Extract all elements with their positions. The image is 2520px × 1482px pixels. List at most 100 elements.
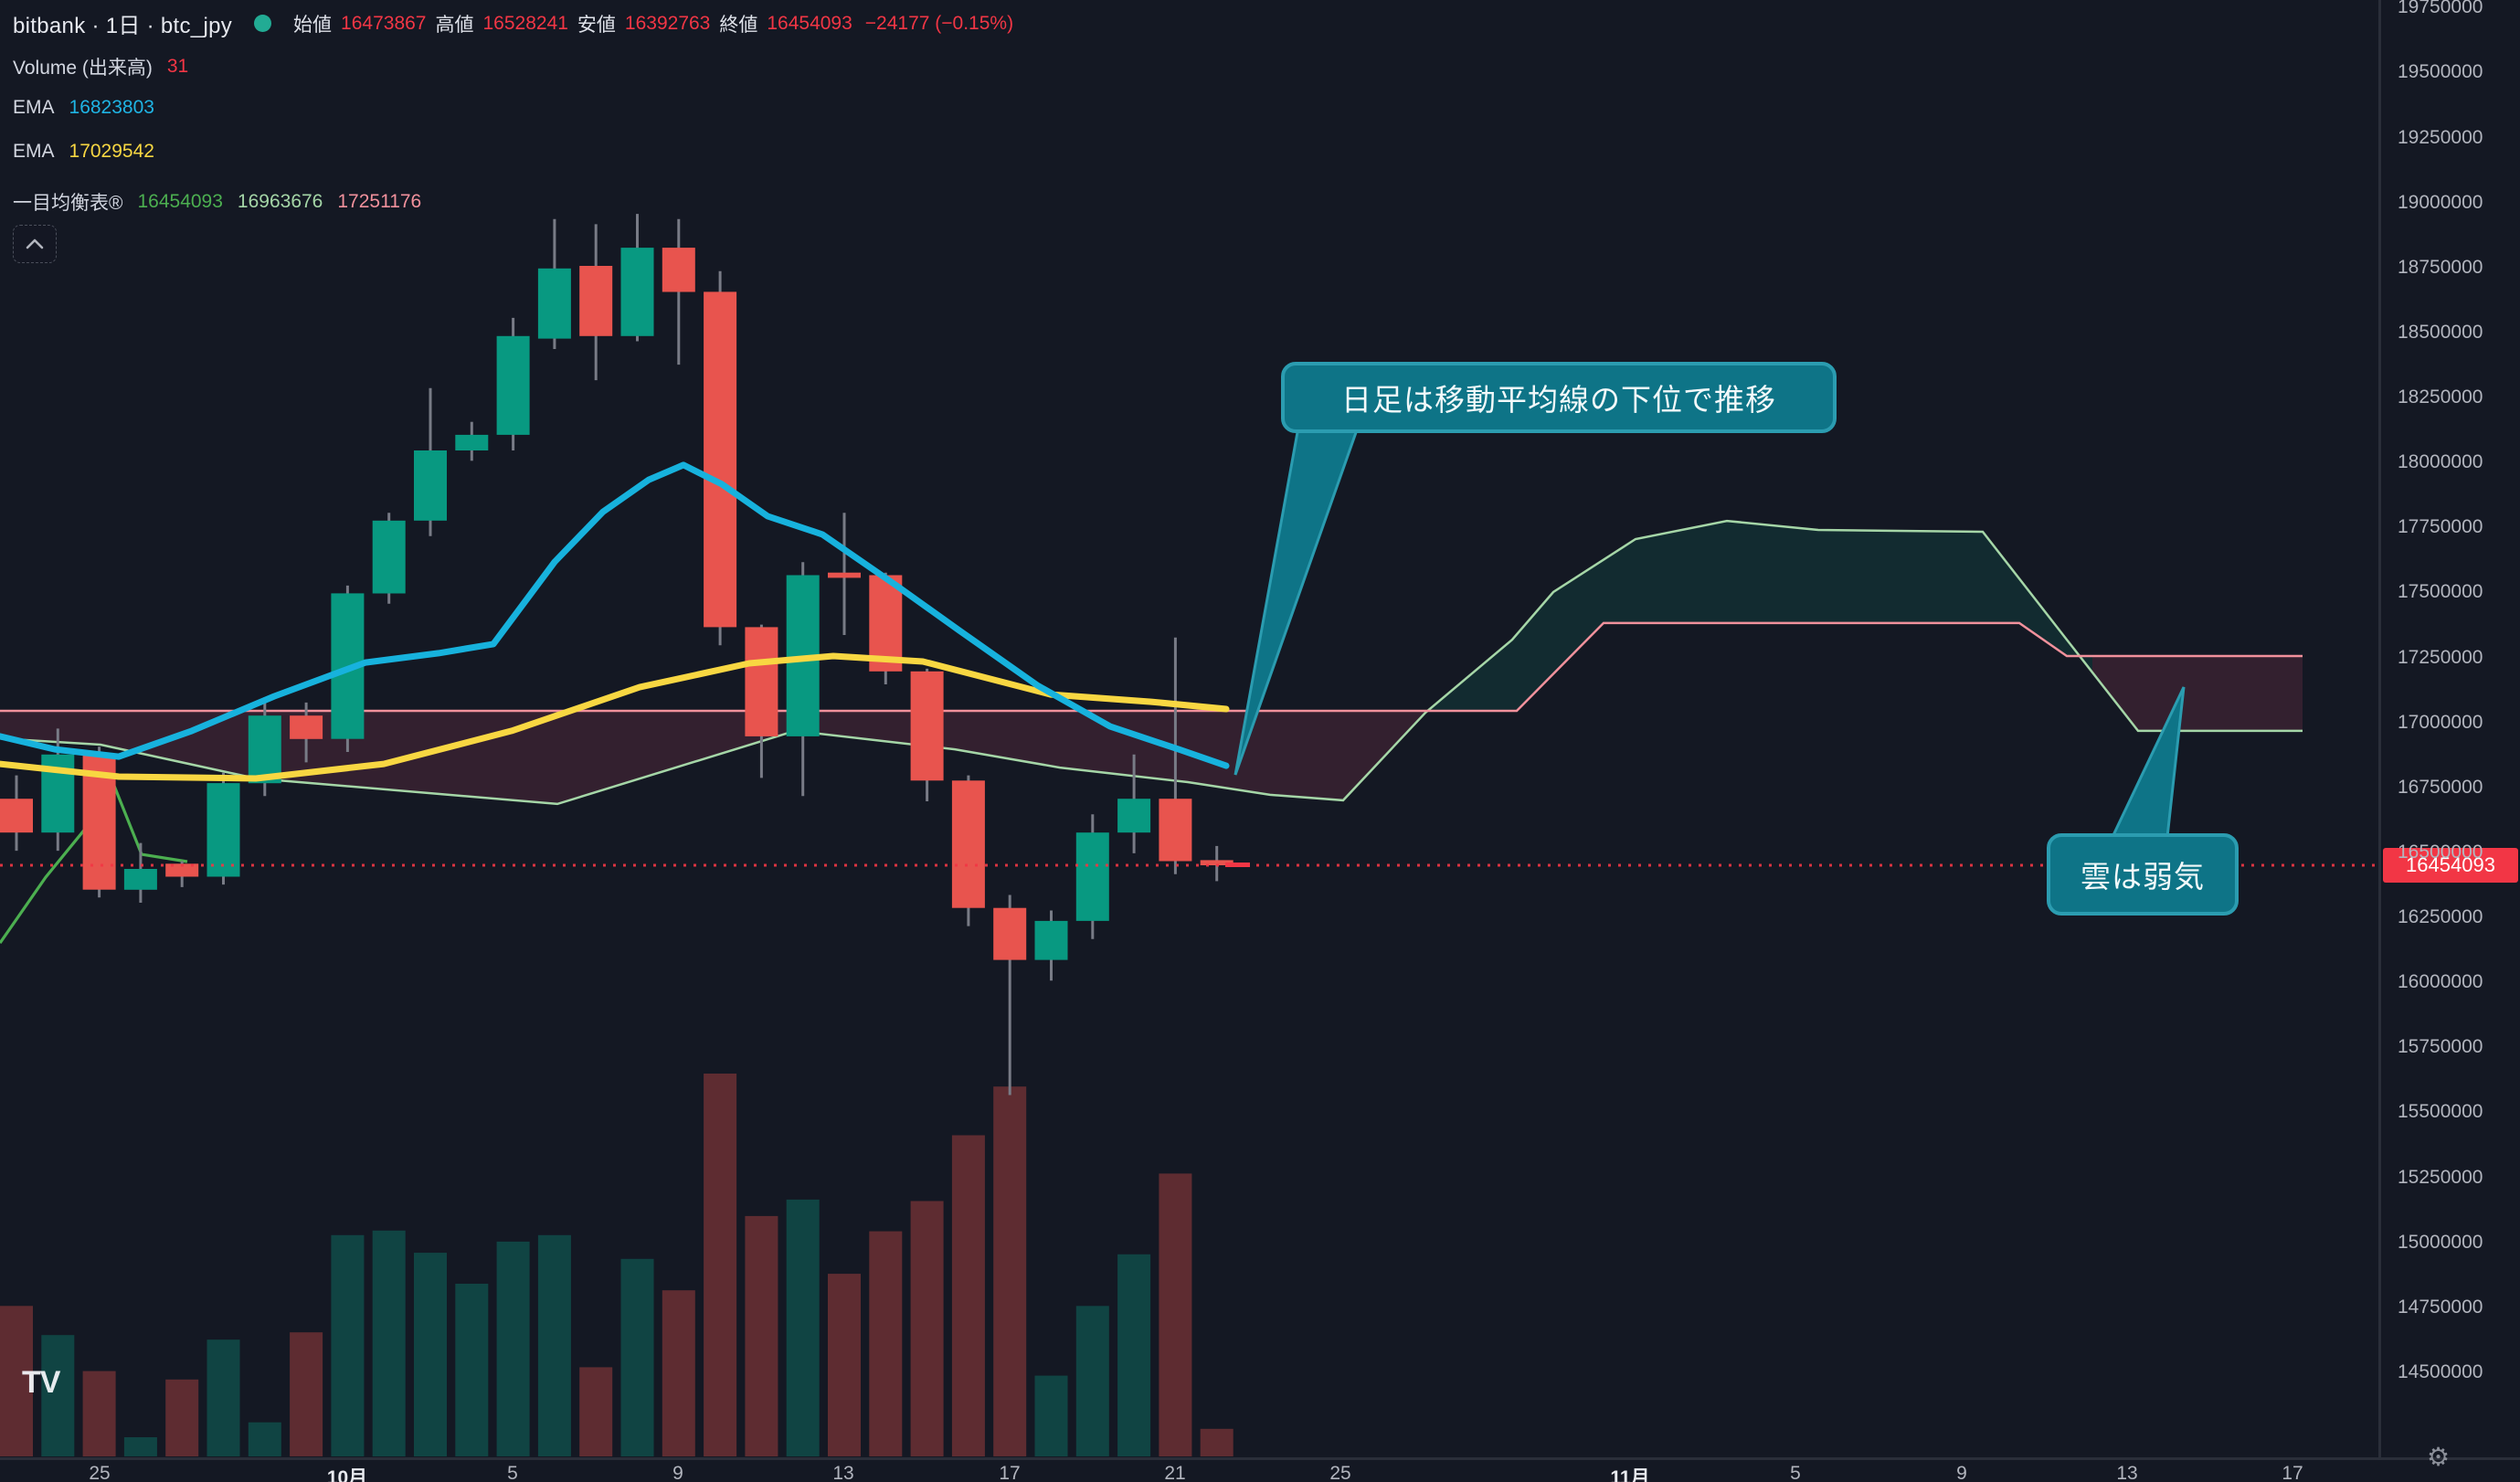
- legend-volume[interactable]: Volume (出来高) 31: [13, 53, 188, 80]
- last-close-tick: [1225, 863, 1250, 867]
- low-value: 16392763: [624, 12, 711, 34]
- time-axis-tick: 25: [89, 1463, 111, 1482]
- candle-body: [993, 907, 1027, 960]
- annotation-cloud-note[interactable]: 雲は弱気: [2047, 833, 2239, 916]
- ichimoku-cloud: [2092, 656, 2303, 731]
- volume-bar: [165, 1379, 199, 1457]
- volume-bar: [951, 1135, 985, 1457]
- volume-bar: [123, 1437, 157, 1456]
- price-axis-label: 18000000: [2398, 451, 2483, 473]
- ichimoku-label: 一目均衡表®: [13, 193, 123, 214]
- close-value: 16454093: [767, 12, 852, 34]
- price-axis-label: 14500000: [2398, 1360, 2483, 1382]
- legend-ichimoku[interactable]: 一目均衡表® 16454093 16963676 17251176: [13, 188, 421, 216]
- time-axis-tick: 9: [672, 1463, 683, 1482]
- volume-bar: [704, 1074, 737, 1456]
- market-status-icon[interactable]: [254, 15, 272, 32]
- candle-body: [455, 434, 489, 450]
- price-axis[interactable]: 16454093 19750000 19500000 19250000 1900000…: [2379, 0, 2520, 1458]
- time-axis-tick: 21: [1164, 1463, 1186, 1482]
- price-axis-label: 15500000: [2398, 1101, 2483, 1123]
- price-axis-label: 16500000: [2398, 841, 2483, 863]
- high-value: 16528241: [482, 12, 568, 34]
- price-axis-label: 17250000: [2398, 646, 2483, 668]
- ema-slow-value: 17029542: [69, 141, 154, 162]
- price-axis-label: 19000000: [2398, 191, 2483, 213]
- candle-body: [123, 869, 157, 890]
- volume-bar: [82, 1371, 116, 1457]
- change-value: −24177 (−0.15%): [864, 12, 1014, 34]
- volume-bar: [828, 1274, 861, 1456]
- price-axis-label: 17000000: [2398, 711, 2483, 733]
- price-axis-label: 16250000: [2398, 906, 2483, 928]
- annotation-ma-note-text: 日足は移動平均線の下位で推移: [1341, 383, 1776, 417]
- time-axis-tick: 11月: [1610, 1467, 1650, 1482]
- volume-bar: [414, 1253, 447, 1457]
- senkou-a-line: [0, 519, 2303, 806]
- volume-bar: [206, 1339, 240, 1456]
- price-axis-label: 15000000: [2398, 1231, 2483, 1253]
- ichimoku-senkou-a-value: 16963676: [237, 191, 323, 212]
- legend-ema-slow[interactable]: EMA 17029542: [13, 141, 154, 163]
- candle-body: [165, 863, 199, 877]
- candle-body: [1117, 799, 1151, 833]
- price-axis-label: 17750000: [2398, 516, 2483, 538]
- time-axis-tick: 10月: [326, 1467, 368, 1482]
- low-label: 安値: [577, 14, 616, 36]
- legend-ema-fast[interactable]: EMA 16823803: [13, 97, 154, 119]
- volume-bar: [372, 1230, 406, 1457]
- candle-body: [537, 268, 571, 339]
- collapse-indicators-button[interactable]: [13, 225, 57, 263]
- price-axis-label: 18250000: [2398, 386, 2483, 408]
- high-label: 高値: [435, 14, 474, 36]
- gear-icon[interactable]: ⚙: [2427, 1443, 2451, 1471]
- tradingview-logo-icon[interactable]: TV: [22, 1365, 60, 1400]
- candle-body: [248, 715, 281, 784]
- time-axis-tick: 5: [1790, 1463, 1801, 1482]
- volume-bar: [248, 1422, 281, 1456]
- volume-bar: [1200, 1428, 1234, 1456]
- symbol-title[interactable]: bitbank · 1日 · btc_jpy: [13, 14, 233, 38]
- price-axis-label: 19750000: [2398, 0, 2483, 18]
- ema-fast-label: EMA: [13, 97, 55, 118]
- volume-bar: [1075, 1306, 1109, 1456]
- time-axis-tick: 25: [1329, 1463, 1351, 1482]
- price-axis-label: 15750000: [2398, 1036, 2483, 1058]
- candle-body: [910, 671, 944, 781]
- volume-bar: [1034, 1375, 1068, 1457]
- volume-pane: [0, 1074, 1234, 1457]
- volume-bar: [455, 1284, 489, 1456]
- senkou-b-line: [0, 621, 2303, 713]
- time-axis[interactable]: 25 10月 5 9 13 17 21 25 11月 5 9 13 17: [0, 1458, 2520, 1482]
- chevron-up-icon: [26, 238, 44, 249]
- candle-body: [828, 572, 861, 578]
- ichimoku-senkou-b-value: 17251176: [337, 191, 422, 212]
- price-axis-label: 16750000: [2398, 776, 2483, 798]
- ema-fast-line: [0, 461, 1230, 769]
- volume-bar: [786, 1199, 820, 1457]
- volume-bar: [0, 1306, 33, 1456]
- annotation-ma-note[interactable]: 日足は移動平均線の下位で推移: [1281, 362, 1837, 433]
- candle-body: [372, 520, 406, 594]
- ema-slow-label: EMA: [13, 141, 55, 162]
- price-axis-label: 16000000: [2398, 971, 2483, 993]
- volume-bar: [579, 1367, 613, 1457]
- time-axis-tick: 9: [1956, 1463, 1967, 1482]
- price-axis-label: 18750000: [2398, 256, 2483, 278]
- price-axis-label: 15250000: [2398, 1166, 2483, 1188]
- candle-body: [1034, 920, 1068, 960]
- open-label: 始値: [293, 14, 333, 36]
- ichimoku-chikou-value: 16454093: [137, 191, 223, 212]
- candle-body: [745, 627, 778, 736]
- candle-body: [662, 248, 695, 292]
- candle-body: [579, 266, 613, 336]
- ichimoku-cloud: [1425, 521, 2092, 713]
- ema-fast-value: 16823803: [69, 97, 154, 118]
- candle-body: [290, 715, 323, 739]
- candle-body: [496, 335, 530, 435]
- time-axis-tick: 5: [507, 1463, 518, 1482]
- price-axis-label: 14750000: [2398, 1296, 2483, 1318]
- candle-body: [869, 575, 903, 672]
- time-axis-tick: 13: [832, 1463, 854, 1482]
